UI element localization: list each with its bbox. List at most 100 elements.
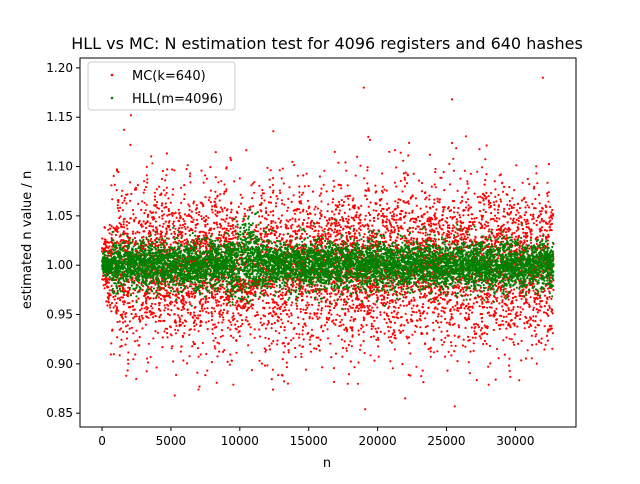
point-mc: [441, 298, 444, 301]
point-mc: [410, 237, 413, 240]
point-mc: [293, 163, 296, 167]
point-mc: [450, 354, 453, 357]
point-mc: [267, 201, 271, 204]
point-mc: [397, 286, 400, 289]
point-mc: [126, 324, 129, 327]
point-mc: [266, 323, 269, 326]
point-mc: [434, 292, 437, 295]
point-mc: [305, 295, 309, 298]
point-mc: [352, 224, 355, 227]
point-mc: [223, 349, 226, 352]
point-mc: [457, 326, 461, 329]
point-mc: [487, 383, 490, 386]
point-mc: [269, 292, 272, 296]
point-mc: [180, 308, 183, 312]
point-mc: [212, 307, 215, 310]
point-mc: [159, 309, 162, 312]
point-mc: [544, 284, 547, 287]
point-mc: [176, 296, 179, 299]
point-mc: [207, 320, 210, 323]
point-mc: [346, 220, 349, 223]
point-mc: [385, 189, 388, 192]
point-mc: [302, 325, 305, 328]
point-mc: [179, 240, 182, 243]
point-mc: [446, 369, 449, 372]
point-mc: [361, 291, 364, 294]
point-mc: [475, 332, 478, 335]
point-mc: [121, 317, 124, 320]
point-mc: [529, 296, 532, 299]
point-mc: [290, 312, 293, 315]
point-mc: [505, 290, 508, 293]
point-mc: [177, 220, 181, 223]
point-mc: [355, 236, 358, 239]
point-mc: [159, 236, 162, 239]
point-mc: [314, 225, 317, 228]
point-mc: [232, 293, 235, 296]
point-mc: [386, 202, 389, 205]
point-mc: [207, 312, 210, 315]
point-mc: [401, 210, 404, 213]
point-mc: [292, 265, 295, 269]
point-mc: [405, 304, 408, 307]
point-mc: [132, 308, 135, 311]
point-mc: [391, 293, 394, 296]
point-mc: [440, 330, 443, 333]
point-mc: [294, 238, 297, 241]
point-mc: [154, 330, 157, 333]
point-mc: [298, 218, 301, 221]
point-mc: [492, 201, 496, 204]
point-mc: [385, 215, 388, 218]
point-mc: [479, 286, 483, 289]
point-mc: [453, 206, 456, 209]
point-mc: [402, 285, 406, 288]
point-mc: [440, 309, 443, 312]
point-mc: [271, 368, 274, 371]
point-mc: [283, 345, 287, 348]
point-mc: [101, 237, 104, 240]
point-mc: [298, 344, 301, 347]
point-mc: [533, 301, 536, 304]
point-mc: [464, 238, 468, 241]
point-mc: [454, 231, 457, 234]
point-mc: [415, 219, 418, 222]
point-mc: [258, 359, 261, 362]
point-mc: [456, 301, 459, 304]
point-mc: [168, 213, 171, 216]
point-mc: [546, 194, 549, 197]
point-mc: [433, 214, 436, 217]
point-mc: [340, 318, 343, 321]
point-mc: [443, 355, 447, 358]
point-mc: [184, 227, 187, 231]
point-mc: [421, 306, 424, 309]
point-mc: [419, 326, 422, 329]
point-mc: [398, 329, 401, 332]
point-mc: [183, 242, 186, 245]
point-mc: [480, 218, 483, 221]
point-mc: [453, 215, 456, 218]
point-mc: [402, 200, 405, 203]
point-mc: [211, 332, 214, 335]
point-mc: [451, 217, 454, 220]
point-mc: [461, 276, 464, 280]
point-mc: [485, 144, 488, 147]
point-mc: [218, 290, 221, 293]
point-mc: [335, 303, 338, 306]
point-mc: [274, 221, 277, 224]
point-mc: [437, 222, 440, 225]
point-mc: [474, 336, 477, 339]
point-mc: [508, 369, 511, 373]
point-mc: [189, 172, 192, 175]
point-mc: [184, 301, 187, 304]
point-mc: [264, 327, 267, 330]
point-mc: [137, 202, 140, 205]
point-mc: [461, 344, 464, 347]
point-mc: [304, 368, 308, 371]
point-mc: [494, 378, 497, 381]
point-mc: [367, 187, 370, 190]
point-mc: [214, 213, 217, 216]
point-mc: [414, 197, 417, 200]
point-mc: [518, 292, 521, 295]
point-mc: [333, 299, 336, 302]
point-mc: [192, 218, 195, 221]
